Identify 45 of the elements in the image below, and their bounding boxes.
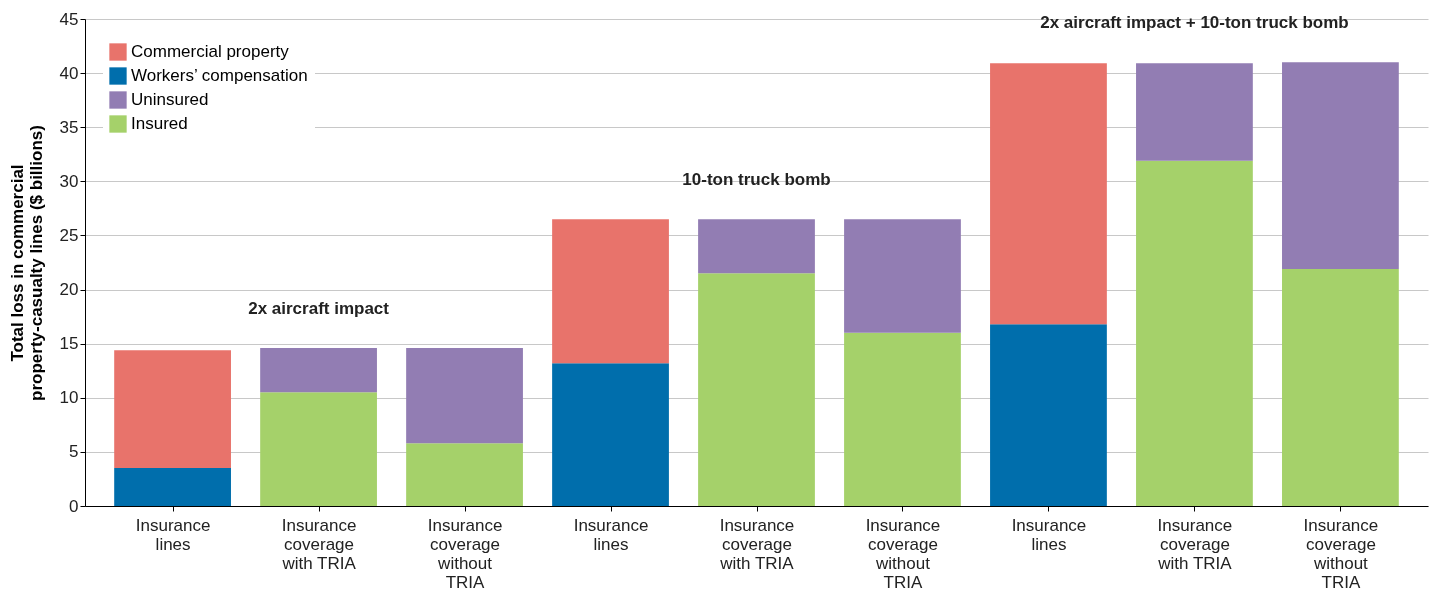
bar: [698, 219, 815, 274]
x-tick-label: Insurance coverage with TRIA: [1157, 515, 1233, 573]
y-tick-label: 25: [59, 225, 79, 245]
bar: [1136, 63, 1253, 161]
bar: [844, 219, 961, 333]
bar: [552, 363, 669, 506]
y-tick-label: 20: [59, 280, 79, 300]
annotation: 10-ton truck bomb: [682, 170, 831, 190]
annotation: 2x aircraft impact + 10-ton truck bomb: [1040, 13, 1349, 33]
y-tick-label: 30: [59, 171, 79, 191]
y-tick-label: 0: [69, 496, 79, 516]
bar: [260, 392, 377, 506]
x-tick-label: Insurance coverage without TRIA: [1303, 515, 1379, 592]
bar: [844, 332, 961, 506]
x-tick-label: Insurance coverage without TRIA: [865, 515, 941, 592]
bar: [990, 324, 1107, 506]
y-tick-label: 10: [59, 388, 79, 408]
bar: [1136, 160, 1253, 506]
x-tick-label: Insurance lines: [573, 515, 649, 554]
bar: [114, 350, 231, 469]
bar: [114, 468, 231, 506]
bar: [698, 273, 815, 506]
bar: [260, 348, 377, 393]
x-tick-label: Insurance coverage without TRIA: [427, 515, 503, 592]
y-tick-label: 40: [59, 63, 79, 83]
legend-label: Commercial property: [131, 42, 290, 61]
x-tick-label: Insurance lines: [1011, 515, 1087, 554]
x-tick-label: Insurance lines: [135, 515, 211, 554]
y-axis-title: Total loss in commercial property-casualty lines ($ billions): [7, 125, 46, 401]
y-tick-label: 35: [59, 117, 79, 137]
bar: [1282, 268, 1399, 506]
annotation: 2x aircraft impact: [248, 299, 390, 318]
legend-label: Insured: [131, 114, 188, 133]
bar: [406, 443, 523, 506]
bar: [990, 63, 1107, 325]
y-tick-label: 5: [69, 442, 79, 462]
legend-label: Uninsured: [131, 90, 209, 109]
x-tick-label: Insurance coverage with TRIA: [719, 515, 795, 573]
legend-label: Workers’ compensation: [131, 66, 308, 85]
x-tick-label: Insurance coverage with TRIA: [281, 515, 357, 573]
y-tick-label: 45: [59, 9, 79, 29]
y-tick-label: 15: [59, 334, 79, 354]
bar: [552, 219, 669, 364]
bar: [1282, 62, 1399, 269]
bar: [406, 348, 523, 444]
